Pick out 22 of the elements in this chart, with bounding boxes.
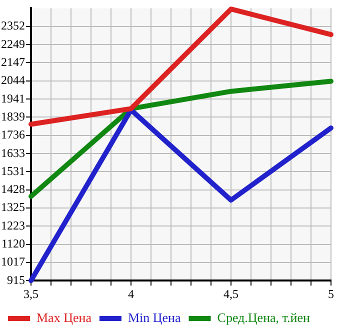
legend-label: Min Цена [128,310,181,325]
y-tick-label: 1531 [1,164,25,178]
y-tick-label: 1017 [1,254,25,269]
y-tick-label: 2147 [1,54,25,69]
y-tick-label: 1633 [1,146,25,160]
y-tick-label: 1223 [1,218,25,232]
y-tick-label: 2352 [1,18,25,33]
x-tick-label: 4 [128,286,134,301]
y-tick-label: 1120 [1,236,25,250]
x-tick-label: 3,5 [24,286,38,301]
y-tick-label: 2044 [1,73,25,88]
x-tick-label: 5 [328,286,334,301]
y-tick-label: 1325 [1,200,25,214]
y-tick-label: 1839 [1,109,25,124]
y-tick-label: 1428 [1,182,25,196]
legend-label: Max Цена [36,310,92,325]
y-tick-label: 2249 [1,36,25,51]
x-tick-label: 4,5 [224,286,238,301]
y-tick-label: 915 [7,272,25,287]
y-tick-label: 1736 [1,128,25,142]
y-tick-label: 1941 [1,91,25,106]
legend-label: Сред.Цена, т.йен [217,310,310,325]
